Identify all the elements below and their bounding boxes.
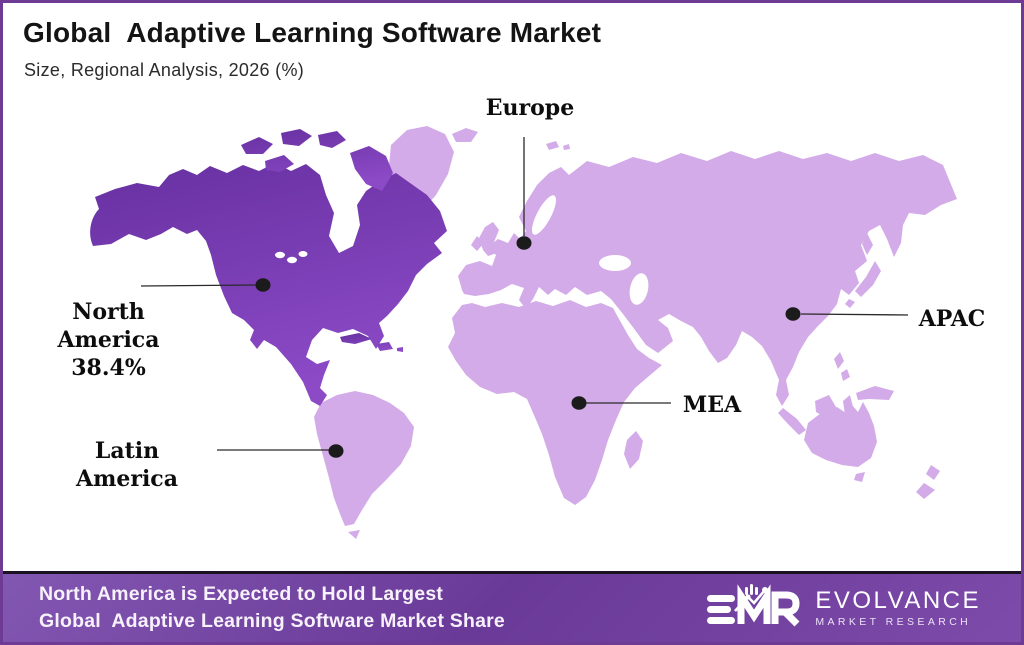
region-iceland (452, 128, 570, 150)
emr-monogram-icon (707, 584, 800, 627)
region-southeast-asia-islands (778, 352, 894, 445)
banner-annotation: North America is Expected to Hold Larges… (3, 581, 505, 635)
bottom-banner: North America is Expected to Hold Larges… (3, 571, 1021, 642)
marker-dots-group (255, 236, 801, 458)
region-new-zealand (916, 465, 940, 499)
region-japan (845, 233, 881, 308)
leader-line-apac (800, 313, 909, 316)
region-label-europe: Europe (485, 95, 575, 121)
region-british-isles (471, 222, 500, 256)
marker-dot-mea (571, 396, 587, 410)
region-south-america (314, 391, 414, 539)
great-lakes (298, 251, 308, 257)
region-canadian-arctic-islands (241, 129, 393, 191)
region-eurasia (458, 151, 957, 406)
page-subtitle: Size, Regional Analysis, 2026 (%) (24, 60, 305, 80)
marker-dot-latin-america (328, 444, 344, 458)
region-label-latin-america: Latin America (76, 438, 178, 492)
black-sea (599, 255, 631, 271)
region-label-north-america: North America 38.4% (27, 298, 190, 382)
logo-name: EVOLVANCE (815, 586, 981, 614)
region-caribbean (340, 333, 403, 352)
region-africa (448, 300, 662, 505)
region-australia (804, 402, 877, 482)
world-map (90, 126, 957, 539)
leader-line-north-america (140, 284, 257, 287)
banner-line1: North America is Expected to Hold Larges… (39, 583, 444, 605)
baltic-sea (531, 195, 557, 235)
marker-dot-north-america (255, 278, 271, 292)
marker-dot-apac (785, 307, 801, 321)
logo-text-block: EVOLVANCE MARKET RESEARCH (815, 586, 981, 628)
region-value-north-america: 38.4% (71, 355, 146, 381)
evolvance-logo: EVOLVANCE MARKET RESEARCH (705, 581, 1021, 635)
banner-line2: Global Adaptive Learning Software Market… (39, 610, 505, 632)
page-title: Global Adaptive Learning Software Market (23, 17, 602, 48)
region-label-north-america-name: North America (57, 299, 160, 353)
light-regions-group (314, 126, 957, 539)
logo-tagline: MARKET RESEARCH (815, 615, 972, 628)
great-lakes (287, 256, 297, 264)
leader-lines-group (140, 137, 909, 451)
caspian-sea (629, 273, 649, 305)
region-label-apac: APAC (918, 306, 986, 332)
marker-dot-europe (516, 236, 532, 250)
region-label-mea: MEA (682, 392, 742, 418)
great-lakes (275, 251, 285, 259)
inland-seas-group (275, 195, 649, 305)
